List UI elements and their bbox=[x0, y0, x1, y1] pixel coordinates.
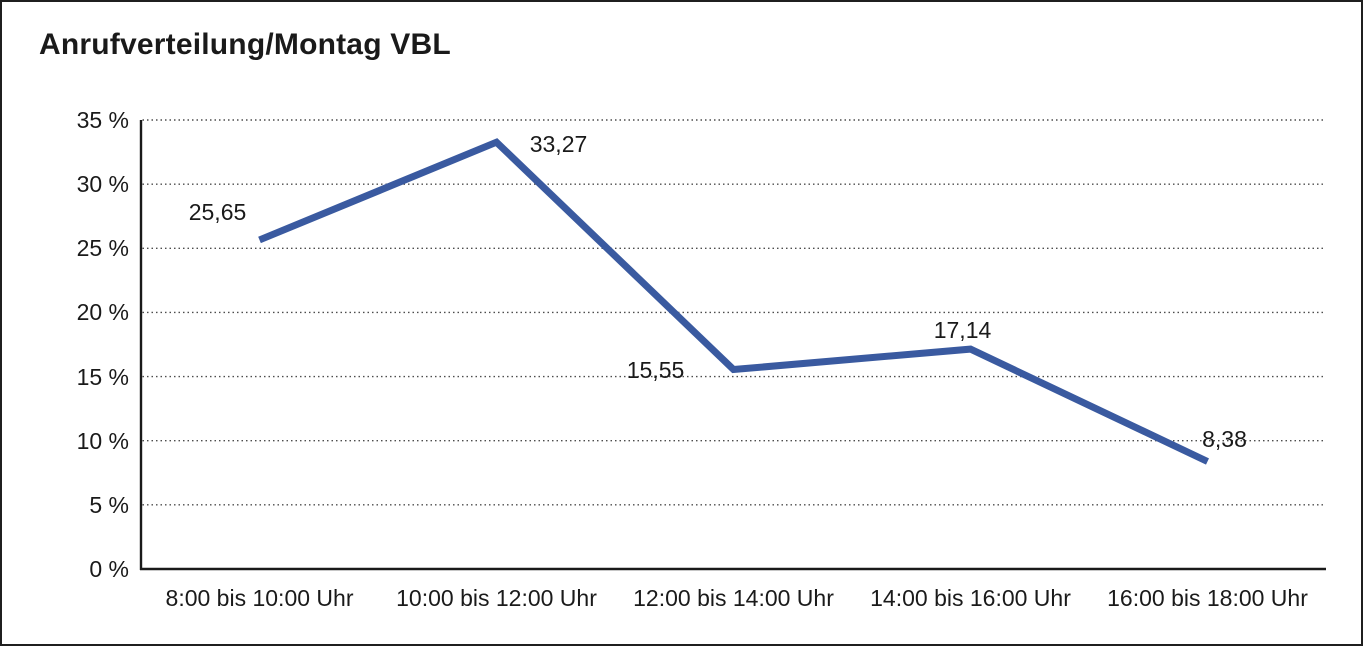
y-axis-tick-label: 25 % bbox=[76, 235, 129, 262]
y-axis-tick-label: 35 % bbox=[76, 107, 129, 133]
y-axis-tick-label: 15 % bbox=[76, 363, 129, 390]
data-point-label: 25,65 bbox=[188, 198, 247, 225]
data-point-label: 15,55 bbox=[626, 356, 685, 383]
data-point-label: 17,14 bbox=[933, 317, 992, 344]
y-axis-tick-label: 10 % bbox=[76, 427, 129, 454]
chart-title: Anrufverteilung/Montag VBL bbox=[39, 28, 451, 61]
x-axis-category-label: 10:00 bis 12:00 Uhr bbox=[396, 585, 597, 611]
y-axis-tick-label: 20 % bbox=[76, 299, 129, 326]
x-axis-category-label: 8:00 bis 10:00 Uhr bbox=[165, 585, 354, 611]
y-axis-tick-label: 5 % bbox=[89, 491, 129, 518]
y-axis-tick-label: 0 % bbox=[89, 556, 129, 582]
data-point-label: 33,27 bbox=[529, 131, 588, 158]
data-point-label: 8,38 bbox=[1202, 426, 1247, 453]
y-axis-tick-label: 30 % bbox=[76, 171, 129, 198]
series-line bbox=[258, 138, 1209, 465]
x-axis-category-label: 16:00 bis 18:00 Uhr bbox=[1107, 585, 1308, 611]
x-axis-category-label: 12:00 bis 14:00 Uhr bbox=[633, 585, 834, 611]
x-axis-category-label: 14:00 bis 16:00 Uhr bbox=[870, 585, 1071, 611]
